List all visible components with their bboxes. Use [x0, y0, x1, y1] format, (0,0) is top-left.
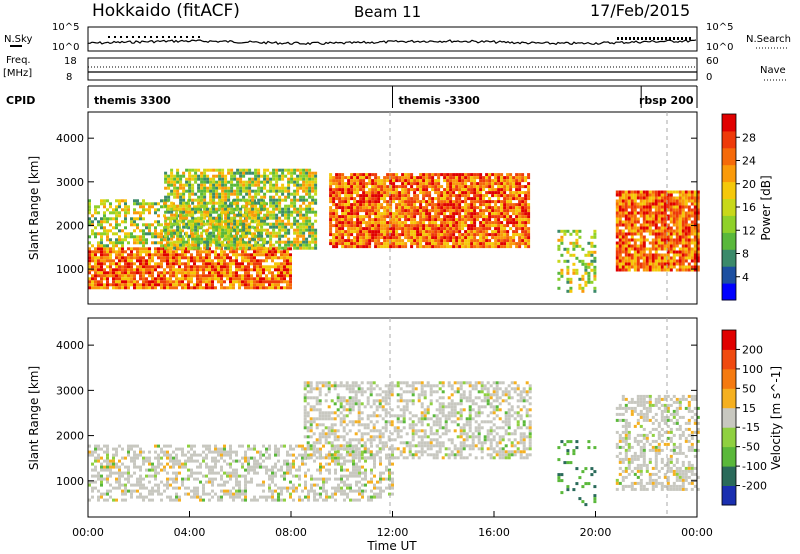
cpid-segment-label: themis 3300 [94, 94, 171, 107]
y-tick-label: 1000 [56, 475, 84, 488]
colorbar-tick-label: -15 [742, 421, 760, 434]
velocity-ylabel: Slant Range [km] [27, 366, 41, 470]
nsky-trace [87, 36, 697, 46]
x-tick-label: 12:00 [377, 526, 409, 539]
colorbar-tick-label: 4 [742, 271, 749, 284]
y-tick-label: 3000 [56, 176, 84, 189]
colorbar-swatch [722, 485, 736, 506]
x-tick-label: 00:00 [72, 526, 104, 539]
colorbar-swatch [722, 130, 736, 149]
colorbar-tick-label: -200 [742, 480, 767, 493]
colorbar-swatch [722, 266, 736, 284]
cpid-segment-label: rbsp 200 [639, 94, 694, 107]
power-ylabel: Slant Range [km] [27, 156, 41, 260]
colorbar-swatch [722, 215, 736, 233]
date-title: 17/Feb/2015 [590, 1, 690, 20]
colorbar-tick-label: 200 [742, 343, 763, 356]
colorbar-tick-label: 16 [742, 201, 756, 214]
nsky-strip: N.Sky 10^5 10^0 10^5 10^0 N.Search [4, 22, 791, 53]
velocity-colorbar-label: Velocity [m s^-1] [769, 366, 783, 470]
colorbar-swatch [722, 466, 736, 486]
colorbar-swatch [722, 368, 736, 389]
freq-strip: Freq. [MHz] 18 8 60 0 Nave [3, 55, 786, 83]
cpid-strip: CPID themis 3300 themis -3300 rbsp 200 [6, 85, 698, 108]
colorbar-swatch [722, 181, 736, 199]
x-tick-label: 16:00 [478, 526, 510, 539]
colorbar-tick-label: 8 [742, 248, 749, 261]
y-tick-label: 3000 [56, 384, 84, 397]
nsky-label: N.Sky [4, 34, 32, 45]
cpid-segment-label: themis -3300 [399, 94, 481, 107]
colorbar-swatch [722, 283, 736, 301]
power-panel: 1000 2000 3000 4000 Slant Range [km] 28 24 20… [27, 111, 773, 305]
colorbar-tick-label: 50 [742, 382, 756, 395]
x-tick-label: 20:00 [580, 526, 612, 539]
station-title: Hokkaido (fitACF) [92, 1, 240, 21]
colorbar-swatch [722, 232, 736, 250]
colorbar-swatch [722, 249, 736, 267]
velocity-panel: 1000 2000 3000 4000 00:00 04:00 08:00 12:00 16:… [27, 317, 783, 553]
colorbar-tick-label: 28 [742, 131, 756, 144]
nsearch-label: N.Search [746, 34, 791, 45]
y-tick-label: 4000 [56, 132, 84, 145]
nave-label: Nave [760, 65, 786, 76]
beam-title: Beam 11 [354, 3, 421, 21]
nsearch-tick-top: 10^5 [706, 22, 733, 33]
y-tick-label: 2000 [56, 219, 84, 232]
colorbar-swatch [722, 198, 736, 216]
colorbar-swatch [722, 147, 736, 166]
colorbar-swatch [722, 388, 736, 409]
nsearch-tick-bottom: 10^0 [706, 42, 733, 53]
nsky-tick-top: 10^5 [52, 22, 79, 33]
colorbar-swatch [722, 407, 736, 428]
nsky-tick-bottom: 10^0 [52, 42, 79, 53]
freq-tick-top: 18 [64, 56, 77, 67]
x-tick-label: 00:00 [681, 526, 713, 539]
nsky-line [87, 39, 697, 46]
colorbar-swatch [722, 114, 736, 132]
colorbar-swatch [722, 330, 736, 350]
velocity-xlabel: Time UT [366, 539, 417, 553]
x-tick-label: 04:00 [174, 526, 206, 539]
colorbar-tick-label: 12 [742, 224, 756, 237]
y-tick-label: 1000 [56, 263, 84, 276]
freq-label: Freq. [6, 55, 31, 66]
x-tick-label: 08:00 [275, 526, 307, 539]
colorbar-tick-label: -100 [742, 460, 767, 473]
power-colorbar-label: Power [dB] [759, 175, 773, 240]
nave-tick-top: 60 [706, 56, 719, 67]
colorbar-tick-label: 15 [742, 402, 756, 415]
y-tick-label: 4000 [56, 339, 84, 352]
colorbar-swatch [722, 446, 736, 467]
colorbar-tick-label: 24 [742, 155, 756, 168]
colorbar-swatch [722, 427, 736, 448]
freq-tick-bottom: 8 [66, 72, 72, 83]
colorbar-tick-label: 100 [742, 363, 763, 376]
freq-unit-label: [MHz] [3, 68, 32, 79]
colorbar-swatch [722, 164, 736, 183]
colorbar-tick-label: -50 [742, 441, 760, 454]
nave-tick-bottom: 0 [706, 72, 712, 83]
colorbar-swatch [722, 349, 736, 370]
colorbar-tick-label: 20 [742, 178, 756, 191]
cpid-label: CPID [6, 94, 35, 107]
y-tick-label: 2000 [56, 430, 84, 443]
